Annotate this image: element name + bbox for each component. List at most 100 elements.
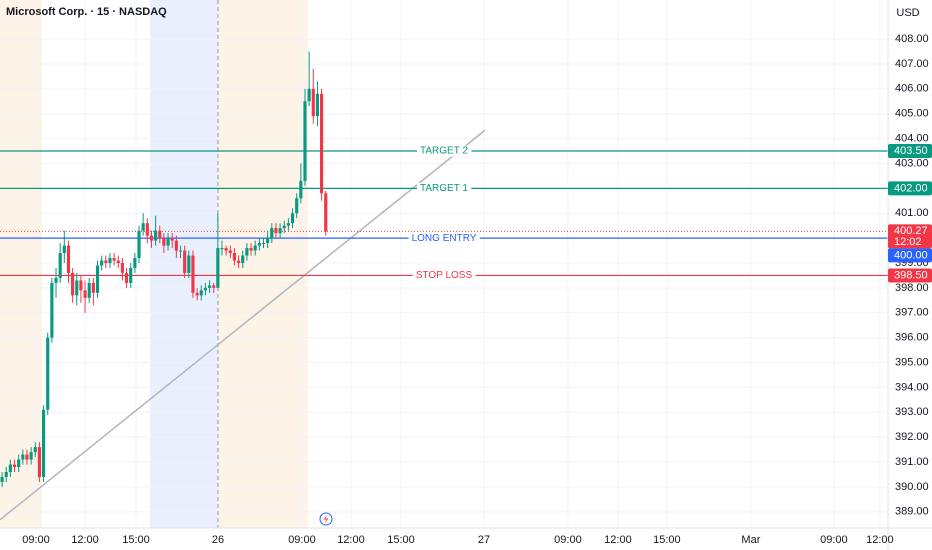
candle-body: [162, 238, 166, 246]
candle-body: [187, 255, 191, 273]
price-badge: [888, 248, 932, 263]
candle-body: [299, 180, 303, 199]
candle-body: [315, 93, 320, 117]
y-tick-label: 408.00: [895, 33, 929, 45]
x-tick-label: 12:00: [337, 534, 365, 546]
candle-body: [274, 228, 278, 234]
plot-area: TARGET 2 TARGET 1 LONG ENTRY STOP LOSS: [0, 0, 888, 528]
x-tick-label: 09:00: [22, 534, 50, 546]
candle-body: [224, 248, 228, 251]
candle-body: [303, 101, 307, 181]
x-tick-label: 15:00: [653, 534, 681, 546]
candle-body: [183, 250, 187, 273]
candle-body: [41, 409, 46, 477]
price-badge: [888, 144, 932, 159]
candle-body: [58, 253, 62, 278]
event-icon-bolt[interactable]: [323, 514, 329, 524]
candle-body: [261, 243, 266, 245]
y-tick-label: 395.00: [895, 356, 929, 368]
candle-body: [266, 238, 270, 244]
level-label: LONG ENTRY: [412, 233, 477, 244]
price-badge: [888, 224, 932, 249]
y-tick-label: 390.00: [895, 481, 929, 493]
candle-body: [228, 250, 232, 254]
level-badge-label: 400.00: [894, 249, 928, 261]
candle-body: [216, 248, 220, 288]
candle-body: [207, 285, 212, 288]
candle-body: [158, 230, 162, 239]
candle-body: [8, 464, 12, 473]
session-shade: [217, 0, 308, 528]
x-tick-label: 27: [478, 534, 490, 546]
candle-body: [324, 193, 328, 232]
currency-label[interactable]: USD: [896, 7, 919, 19]
candle-body: [166, 238, 170, 246]
candle-body: [66, 245, 71, 273]
level-label-bg: [417, 182, 472, 194]
candle-body: [87, 282, 91, 298]
candle-body: [75, 280, 79, 296]
x-tick-label: 09:00: [288, 534, 316, 546]
candle-body: [245, 248, 249, 256]
y-tick-label: 389.00: [895, 506, 929, 518]
y-tick-label: 397.00: [895, 307, 929, 319]
candle-body: [33, 447, 37, 453]
candle-body: [295, 198, 299, 214]
candle-body: [54, 277, 58, 283]
x-tick-label: Mar: [741, 534, 760, 546]
candle-body: [83, 290, 87, 298]
candle-body: [212, 285, 216, 288]
candle-body: [257, 243, 261, 246]
candle-body: [112, 258, 116, 261]
candle-body: [12, 464, 17, 468]
candle-body: [290, 213, 295, 224]
x-tick-label: 09:00: [554, 534, 582, 546]
candle-body: [25, 454, 29, 460]
x-tick-label: 12:00: [604, 534, 632, 546]
candle-body: [253, 245, 257, 251]
candle-body: [50, 282, 54, 338]
y-tick-label: 398.00: [895, 282, 929, 294]
candle-body: [232, 253, 237, 261]
countdown-label: 12:02: [894, 236, 922, 248]
candle-body: [137, 230, 141, 259]
last-price-label: 400.27: [894, 225, 928, 237]
candle-body: [270, 228, 274, 239]
trend-line: [0, 129, 486, 521]
candle-body: [149, 235, 154, 241]
candle-body: [108, 258, 112, 264]
candle-body: [120, 263, 124, 273]
event-icon[interactable]: [319, 512, 333, 526]
candle-body: [141, 223, 145, 231]
level-label: TARGET 2: [420, 146, 468, 157]
x-tick-label: 26: [212, 534, 224, 546]
level-label: STOP LOSS: [416, 270, 473, 281]
candle-body: [37, 447, 41, 477]
candle-body: [237, 260, 241, 264]
price-badge: [888, 181, 932, 196]
candle-body: [116, 260, 120, 264]
time-axis-panel: [0, 528, 888, 550]
x-tick-label: 15:00: [387, 534, 415, 546]
y-tick-label: 406.00: [895, 83, 929, 95]
candle-body: [4, 472, 8, 477]
level-badge-label: 402.00: [894, 182, 928, 194]
candle-body: [178, 250, 183, 252]
candle-body: [21, 454, 25, 460]
y-tick-label: 403.00: [895, 157, 929, 169]
candle-body: [174, 240, 178, 251]
candle-body: [95, 265, 100, 293]
level-label: TARGET 1: [420, 183, 468, 194]
candle-body: [129, 267, 133, 283]
chart-title: Microsoft Corp. · 15 · NASDAQ: [6, 6, 167, 18]
y-tick-label: 393.00: [895, 406, 929, 418]
candle-body: [311, 88, 315, 117]
session-shade: [0, 0, 42, 528]
level-label-bg: [417, 145, 472, 157]
candle-body: [124, 272, 129, 283]
candle-body: [249, 248, 253, 251]
candle-body: [46, 337, 50, 410]
